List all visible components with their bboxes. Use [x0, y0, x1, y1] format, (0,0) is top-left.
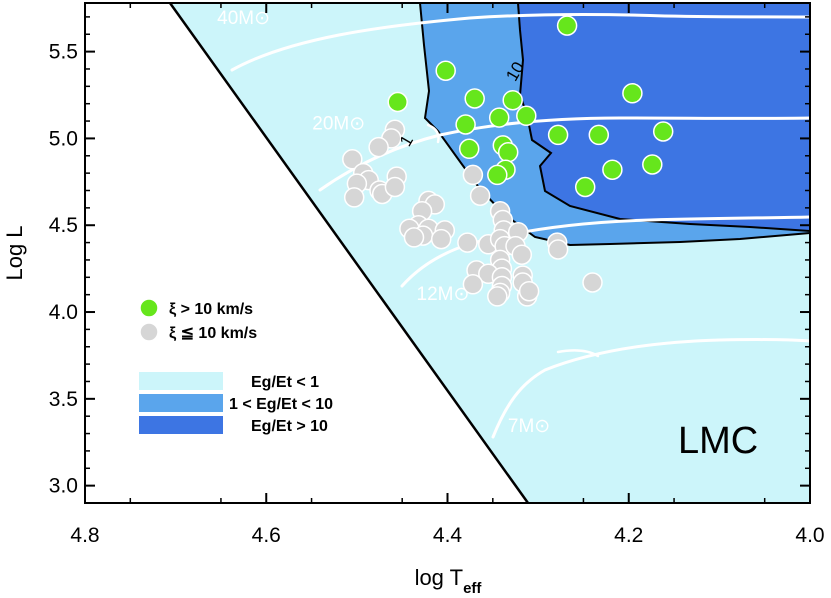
track-40msun	[230, 12, 810, 72]
point-xi-gt-10-14	[497, 142, 519, 163]
point-xi-gt-10-6	[455, 114, 476, 135]
panel-label: LMC	[678, 420, 758, 462]
x-axis-title: log Teff	[415, 565, 483, 597]
point-xi-le-10-13	[469, 185, 491, 206]
point-xi-gt-10-9	[547, 124, 569, 146]
y-tick-label: 4.5	[49, 214, 78, 237]
point-xi-gt-10-15	[602, 159, 623, 180]
point-xi-gt-10-0	[556, 15, 578, 36]
track-20msun-loop	[426, 123, 440, 144]
point-xi-gt-10-7	[488, 107, 510, 128]
legend-region-label-light: Eg/Et < 1	[251, 374, 319, 391]
track-label: 12M⊙	[417, 284, 470, 305]
point-xi-gt-10-16	[642, 154, 663, 175]
point-xi-le-10-24	[457, 232, 478, 253]
y-tick-label: 3.5	[49, 388, 78, 411]
regions-legend: Eg/Et < 1 1 < Eg/Et < 10 Eg/Et > 10	[139, 372, 333, 435]
point-xi-le-10-11	[384, 176, 406, 198]
y-tick-label: 3.0	[49, 475, 78, 498]
point-xi-le-10-22	[403, 227, 425, 248]
x-tick-label: 4.8	[70, 524, 99, 547]
point-xi-gt-10-2	[387, 91, 408, 113]
y-tick-label: 4.0	[49, 301, 78, 324]
track-7msun	[491, 338, 810, 439]
legend-swatch-dark	[139, 416, 223, 434]
legend-grey-marker	[139, 322, 159, 342]
legend-grey-label: ξ ≦ 10 km/s	[169, 325, 257, 342]
points-legend: ξ > 10 km/s ξ ≦ 10 km/s	[139, 298, 257, 342]
y-axis-title: Log L	[2, 225, 27, 280]
x-tick-label: 4.4	[433, 524, 463, 547]
scatter-points	[342, 15, 674, 307]
point-xi-le-10-12	[462, 164, 484, 186]
point-xi-gt-10-11	[652, 121, 674, 142]
x-tick-label: 4.0	[795, 524, 824, 547]
x-tick-label: 4.6	[252, 524, 281, 547]
y-axis-ticks: 3.0 3.5 4.0 4.5 5.0 5.5	[49, 16, 810, 498]
point-xi-gt-10-4	[502, 89, 523, 111]
point-xi-le-10-35	[511, 244, 533, 265]
y-tick-label: 5.5	[49, 41, 78, 64]
x-axis-title-main: log T	[415, 565, 464, 590]
legend-swatch-medium	[139, 394, 223, 412]
point-xi-le-10-23	[430, 228, 452, 250]
point-xi-le-10-48	[518, 280, 540, 302]
legend-region-label-dark: Eg/Et > 10	[251, 418, 328, 435]
zams-boundary-line	[168, 3, 530, 503]
point-xi-gt-10-1	[435, 60, 456, 81]
track-label: 20M⊙	[312, 114, 365, 135]
track-7msun-hook	[556, 349, 600, 358]
point-xi-le-10-47	[487, 286, 508, 307]
point-xi-le-10-49	[582, 272, 603, 293]
x-axis-title-sub: eff	[463, 580, 482, 597]
point-xi-gt-10-12	[458, 138, 480, 160]
plot-area	[168, 3, 810, 503]
point-xi-gt-10-18	[487, 164, 508, 186]
track-label: 40M⊙	[217, 8, 270, 29]
point-xi-gt-10-5	[622, 83, 643, 104]
point-xi-gt-10-8	[516, 105, 537, 127]
point-xi-gt-10-19	[574, 176, 596, 198]
point-xi-le-10-44	[462, 274, 484, 295]
point-xi-le-10-3	[342, 149, 363, 170]
x-tick-label: 4.2	[614, 524, 643, 547]
legend-region-label-medium: 1 < Eg/Et < 10	[229, 396, 333, 413]
legend-green-label: ξ > 10 km/s	[169, 301, 253, 318]
y-tick-label: 5.0	[49, 127, 78, 150]
point-xi-gt-10-10	[588, 124, 610, 146]
evolutionary-tracks	[230, 12, 810, 439]
track-labels: 40M⊙ 20M⊙ 12M⊙ 7M⊙	[217, 8, 550, 437]
point-xi-le-10-34	[547, 239, 569, 260]
legend-swatch-light	[139, 372, 223, 390]
legend-green-marker	[139, 298, 159, 318]
point-xi-gt-10-3	[464, 88, 485, 109]
x-axis-ticks: 4.8 4.6 4.4 4.2 4.0	[70, 3, 825, 547]
track-label: 7M⊙	[508, 416, 550, 437]
track-12msun	[400, 215, 810, 288]
point-xi-le-10-2	[368, 136, 389, 158]
point-xi-le-10-9	[343, 187, 365, 208]
